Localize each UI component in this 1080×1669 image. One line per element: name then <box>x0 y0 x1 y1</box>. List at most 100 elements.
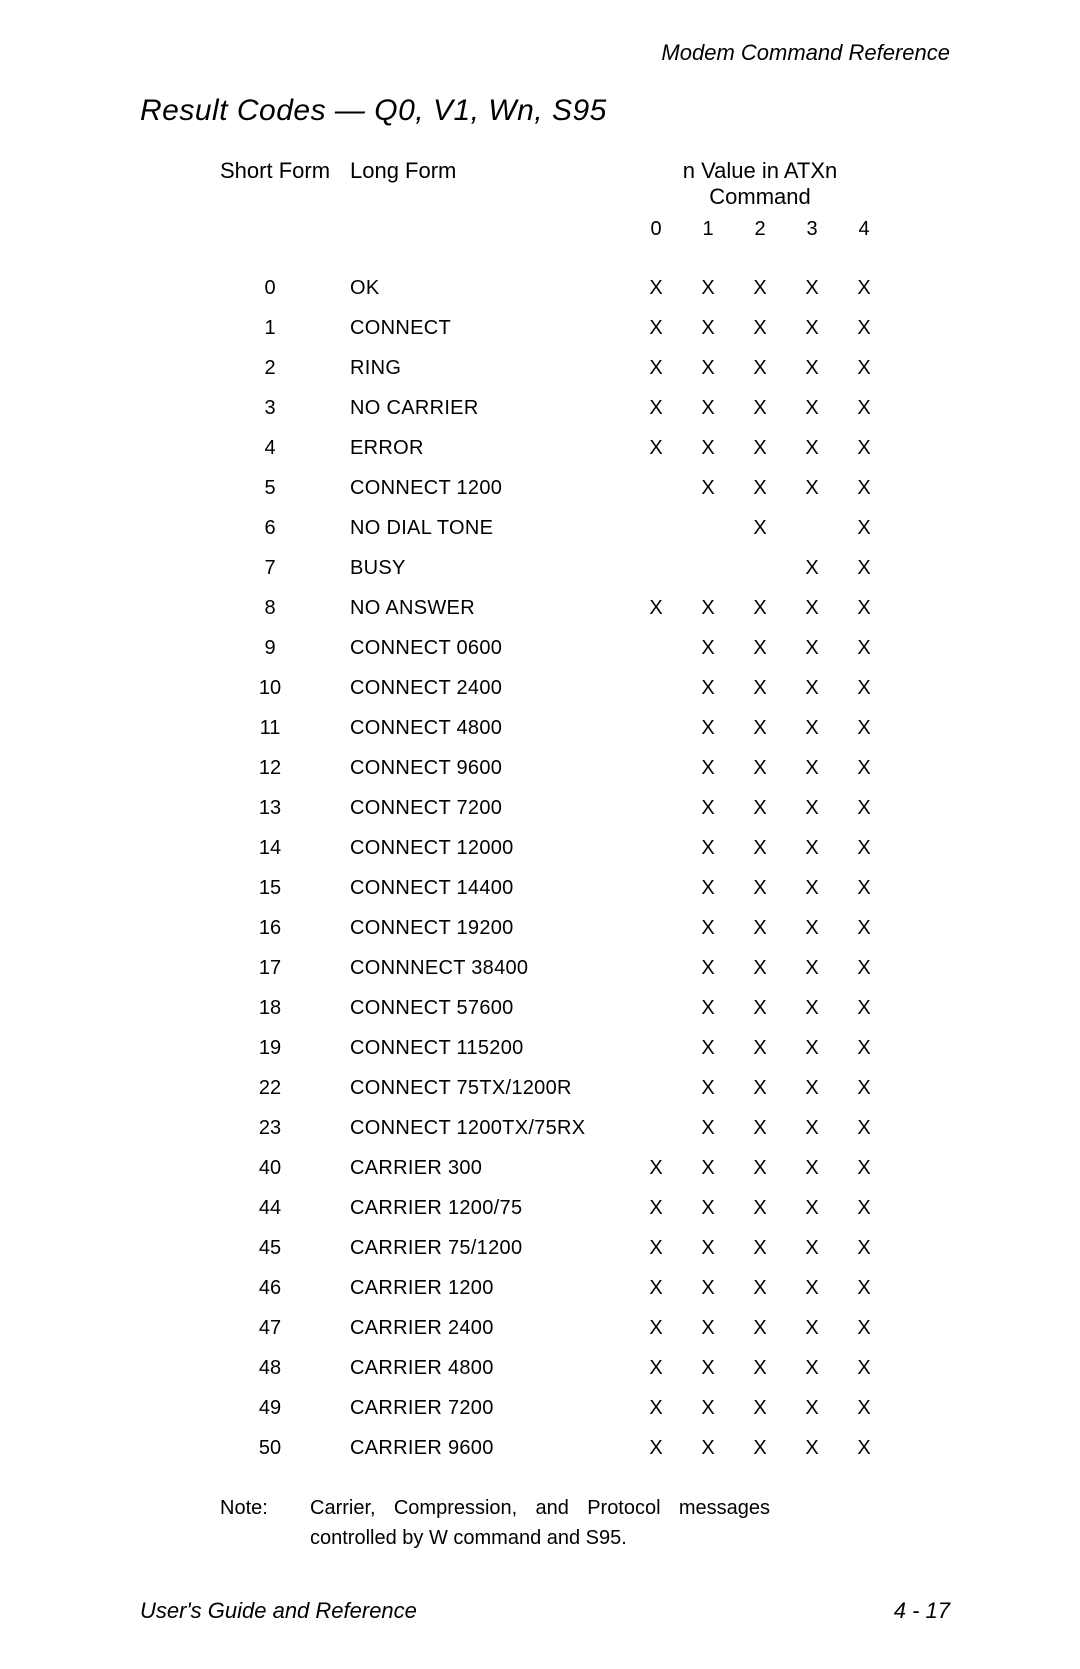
table-row: 45CARRIER 75/1200XXXXX <box>220 1233 960 1263</box>
subheader-col-1: 1 <box>682 218 734 241</box>
short-form-value: 14 <box>220 833 350 863</box>
table-row: 44CARRIER 1200/75XXXXX <box>220 1193 960 1223</box>
short-form-value: 2 <box>220 353 350 383</box>
x-marker-col-3: X <box>786 1193 838 1223</box>
x-marker-col-4: X <box>838 433 890 463</box>
x-marker-col-0: X <box>630 1233 682 1263</box>
x-marker-col-2: X <box>734 1233 786 1263</box>
table-row: 47CARRIER 2400XXXXX <box>220 1313 960 1343</box>
short-form-value: 7 <box>220 553 350 583</box>
x-marker-col-2: X <box>734 1113 786 1143</box>
x-marker-col-0: X <box>630 393 682 423</box>
x-marker-col-4: X <box>838 1313 890 1343</box>
header-long-form: Long Form <box>350 158 630 210</box>
x-marker-col-3: X <box>786 873 838 903</box>
x-marker-col-2: X <box>734 793 786 823</box>
x-marker-col-0 <box>630 553 682 583</box>
short-form-value: 18 <box>220 993 350 1023</box>
long-form-value: CARRIER 9600 <box>350 1433 630 1463</box>
x-marker-col-2: X <box>734 713 786 743</box>
note-text: Carrier, Compression, and Protocol messa… <box>310 1493 770 1553</box>
x-marker-col-0: X <box>630 353 682 383</box>
x-marker-col-3: X <box>786 1393 838 1423</box>
table-row: 2RINGXXXXX <box>220 353 960 383</box>
short-form-value: 45 <box>220 1233 350 1263</box>
x-marker-col-4: X <box>838 1233 890 1263</box>
x-marker-col-0 <box>630 833 682 863</box>
x-marker-col-4: X <box>838 833 890 863</box>
x-marker-col-2: X <box>734 433 786 463</box>
x-marker-col-1: X <box>682 1233 734 1263</box>
x-marker-col-3: X <box>786 1273 838 1303</box>
x-marker-col-3: X <box>786 473 838 503</box>
x-marker-col-1: X <box>682 1033 734 1063</box>
short-form-value: 47 <box>220 1313 350 1343</box>
long-form-value: ERROR <box>350 433 630 463</box>
table-row: 5CONNECT 1200XXXX <box>220 473 960 503</box>
x-marker-col-1: X <box>682 1353 734 1383</box>
x-marker-col-4: X <box>838 353 890 383</box>
table-row: 46CARRIER 1200XXXXX <box>220 1273 960 1303</box>
subheader-col-4: 4 <box>838 218 890 241</box>
x-marker-col-0 <box>630 513 682 543</box>
short-form-value: 44 <box>220 1193 350 1223</box>
x-marker-col-4: X <box>838 1433 890 1463</box>
table-row: 8NO ANSWERXXXXX <box>220 593 960 623</box>
x-marker-col-2: X <box>734 753 786 783</box>
x-marker-col-4: X <box>838 1113 890 1143</box>
x-marker-col-1: X <box>682 1273 734 1303</box>
page-footer: User's Guide and Reference 4 - 17 <box>140 1598 950 1624</box>
long-form-value: CARRIER 2400 <box>350 1313 630 1343</box>
table-body: 0OKXXXXX1CONNECTXXXXX2RINGXXXXX3NO CARRI… <box>220 273 960 1463</box>
x-marker-col-1: X <box>682 993 734 1023</box>
x-marker-col-1: X <box>682 753 734 783</box>
x-marker-col-3: X <box>786 713 838 743</box>
x-marker-col-1: X <box>682 1073 734 1103</box>
x-marker-col-0: X <box>630 273 682 303</box>
header-n-value: n Value in ATXn Command <box>630 158 890 210</box>
x-marker-col-0: X <box>630 1273 682 1303</box>
short-form-value: 15 <box>220 873 350 903</box>
note-section: Note: Carrier, Compression, and Protocol… <box>140 1493 960 1553</box>
x-marker-col-2: X <box>734 913 786 943</box>
x-marker-col-1: X <box>682 1153 734 1183</box>
short-form-value: 22 <box>220 1073 350 1103</box>
x-marker-col-0 <box>630 993 682 1023</box>
subheader-col-2: 2 <box>734 218 786 241</box>
x-marker-col-2: X <box>734 593 786 623</box>
page-header-right: Modem Command Reference <box>140 40 960 66</box>
short-form-value: 49 <box>220 1393 350 1423</box>
x-marker-col-1: X <box>682 793 734 823</box>
short-form-value: 23 <box>220 1113 350 1143</box>
x-marker-col-0: X <box>630 1193 682 1223</box>
short-form-value: 0 <box>220 273 350 303</box>
x-marker-col-4: X <box>838 873 890 903</box>
long-form-value: NO DIAL TONE <box>350 513 630 543</box>
x-marker-col-3: X <box>786 1153 838 1183</box>
x-marker-col-4: X <box>838 1193 890 1223</box>
short-form-value: 13 <box>220 793 350 823</box>
x-marker-col-2 <box>734 553 786 583</box>
x-marker-col-3: X <box>786 393 838 423</box>
table-row: 7BUSYXX <box>220 553 960 583</box>
x-marker-col-0 <box>630 713 682 743</box>
x-marker-col-4: X <box>838 313 890 343</box>
table-row: 40CARRIER 300XXXXX <box>220 1153 960 1183</box>
long-form-value: CONNECT 1200 <box>350 473 630 503</box>
short-form-value: 1 <box>220 313 350 343</box>
short-form-value: 9 <box>220 633 350 663</box>
x-marker-col-1: X <box>682 833 734 863</box>
long-form-value: CONNECT 0600 <box>350 633 630 663</box>
short-form-value: 5 <box>220 473 350 503</box>
long-form-value: CONNECT 7200 <box>350 793 630 823</box>
x-marker-col-3: X <box>786 1033 838 1063</box>
short-form-value: 12 <box>220 753 350 783</box>
x-marker-col-4: X <box>838 633 890 663</box>
x-marker-col-0 <box>630 673 682 703</box>
x-marker-col-4: X <box>838 713 890 743</box>
short-form-value: 48 <box>220 1353 350 1383</box>
long-form-value: CARRIER 1200/75 <box>350 1193 630 1223</box>
long-form-value: CONNECT 75TX/1200R <box>350 1073 630 1103</box>
footer-right: 4 - 17 <box>894 1598 950 1624</box>
x-marker-col-1: X <box>682 953 734 983</box>
